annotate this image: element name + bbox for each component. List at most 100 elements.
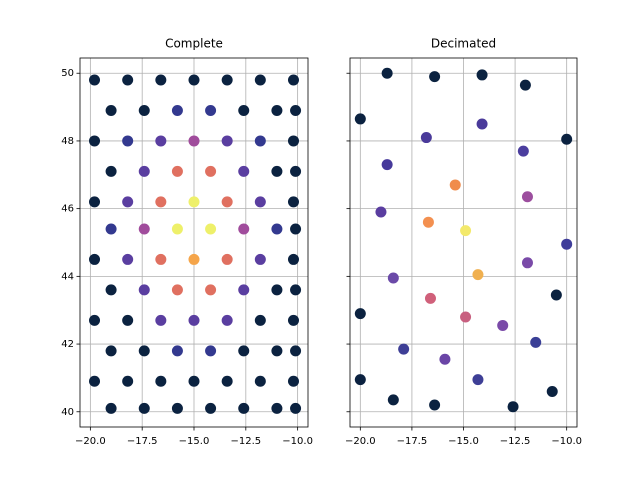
point bbox=[89, 196, 101, 208]
y-tick-label: 46 bbox=[61, 204, 74, 215]
point bbox=[424, 292, 436, 304]
point bbox=[561, 238, 573, 250]
point bbox=[354, 374, 366, 386]
point bbox=[287, 135, 299, 147]
point bbox=[271, 402, 283, 414]
point bbox=[271, 165, 283, 177]
point bbox=[155, 314, 167, 326]
point bbox=[550, 289, 562, 301]
point bbox=[546, 385, 558, 397]
point bbox=[517, 145, 529, 157]
point bbox=[89, 253, 101, 265]
point bbox=[138, 223, 150, 235]
x-tick-label: −15.0 bbox=[179, 436, 210, 447]
point bbox=[205, 284, 217, 296]
point bbox=[460, 311, 472, 323]
point bbox=[105, 402, 117, 414]
point bbox=[287, 196, 299, 208]
point bbox=[188, 375, 200, 387]
x-tick-label: −17.5 bbox=[127, 436, 158, 447]
point bbox=[221, 74, 233, 86]
point bbox=[221, 314, 233, 326]
x-tick-label: −10.0 bbox=[551, 436, 582, 447]
point bbox=[254, 314, 266, 326]
point bbox=[287, 253, 299, 265]
point bbox=[205, 223, 217, 235]
point bbox=[221, 375, 233, 387]
point bbox=[188, 74, 200, 86]
point bbox=[155, 135, 167, 147]
y-tick-label: 50 bbox=[61, 68, 74, 79]
point bbox=[138, 284, 150, 296]
point bbox=[271, 345, 283, 357]
point bbox=[105, 345, 117, 357]
x-tick-label: −15.0 bbox=[448, 436, 479, 447]
point bbox=[89, 314, 101, 326]
point bbox=[381, 159, 393, 171]
point bbox=[287, 375, 299, 387]
point bbox=[530, 336, 542, 348]
point bbox=[155, 196, 167, 208]
y-tick-label: 44 bbox=[61, 271, 74, 282]
point bbox=[238, 104, 250, 116]
point bbox=[238, 284, 250, 296]
point bbox=[271, 284, 283, 296]
point bbox=[105, 223, 117, 235]
point bbox=[238, 223, 250, 235]
point bbox=[287, 314, 299, 326]
point bbox=[429, 71, 441, 83]
point bbox=[387, 272, 399, 284]
point bbox=[188, 135, 200, 147]
point bbox=[188, 196, 200, 208]
point bbox=[155, 375, 167, 387]
point bbox=[287, 74, 299, 86]
point bbox=[398, 343, 410, 355]
point bbox=[354, 308, 366, 320]
point bbox=[138, 345, 150, 357]
point bbox=[89, 74, 101, 86]
point bbox=[290, 165, 302, 177]
point bbox=[105, 165, 117, 177]
point bbox=[519, 79, 531, 91]
point bbox=[221, 253, 233, 265]
point bbox=[205, 402, 217, 414]
point bbox=[375, 206, 387, 218]
point bbox=[138, 402, 150, 414]
point bbox=[105, 284, 117, 296]
point bbox=[476, 118, 488, 130]
point bbox=[188, 314, 200, 326]
point bbox=[422, 216, 434, 228]
x-tick-label: −12.5 bbox=[500, 436, 531, 447]
point bbox=[497, 319, 509, 331]
point bbox=[171, 284, 183, 296]
point bbox=[221, 196, 233, 208]
point bbox=[171, 165, 183, 177]
point bbox=[205, 345, 217, 357]
point bbox=[561, 133, 573, 145]
x-tick-label: −12.5 bbox=[230, 436, 261, 447]
point bbox=[472, 374, 484, 386]
point bbox=[290, 223, 302, 235]
point bbox=[381, 67, 393, 79]
point bbox=[460, 225, 472, 237]
point bbox=[122, 253, 134, 265]
point bbox=[521, 257, 533, 269]
point bbox=[420, 132, 432, 144]
axes-frame bbox=[349, 57, 578, 428]
point bbox=[171, 104, 183, 116]
point bbox=[122, 74, 134, 86]
point bbox=[171, 345, 183, 357]
point bbox=[290, 345, 302, 357]
point bbox=[122, 135, 134, 147]
point bbox=[507, 401, 519, 413]
point bbox=[122, 196, 134, 208]
point bbox=[254, 196, 266, 208]
point bbox=[429, 399, 441, 411]
point bbox=[238, 165, 250, 177]
point bbox=[254, 375, 266, 387]
point bbox=[155, 74, 167, 86]
point bbox=[89, 135, 101, 147]
point bbox=[290, 104, 302, 116]
point bbox=[271, 104, 283, 116]
